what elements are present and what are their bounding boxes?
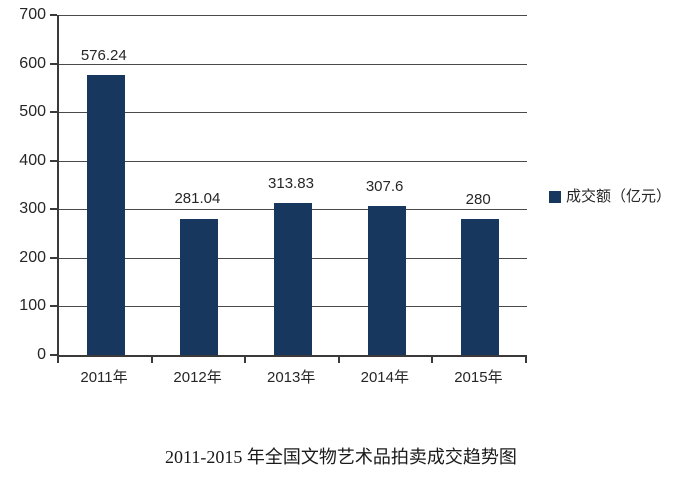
y-axis-tick bbox=[50, 62, 57, 65]
chart-title: 2011-2015 年全国文物艺术品拍卖成交趋势图 bbox=[165, 447, 517, 467]
legend: 成交额（亿元） bbox=[549, 188, 671, 206]
y-axis-tick-label: 0 bbox=[37, 346, 46, 363]
bar-value-label: 313.83 bbox=[268, 174, 314, 192]
x-axis-category-label: 2015年 bbox=[454, 369, 503, 386]
gridline bbox=[59, 160, 527, 162]
x-axis-tick bbox=[337, 357, 340, 363]
y-axis-tick-label: 500 bbox=[19, 103, 46, 121]
bar-value-label: 280 bbox=[465, 191, 491, 208]
x-axis-tick bbox=[57, 357, 59, 363]
y-axis-tick-label: 300 bbox=[19, 200, 46, 218]
bar-value-label: 576.24 bbox=[80, 47, 127, 65]
x-axis-tick bbox=[525, 357, 527, 363]
legend-label: 成交额（亿元） bbox=[566, 188, 672, 205]
y-axis-tick bbox=[50, 208, 57, 211]
y-axis-tick-label: 200 bbox=[19, 248, 46, 266]
y-axis-tick bbox=[50, 354, 57, 356]
x-axis-category-label: 2012年 bbox=[173, 369, 222, 386]
plot-area bbox=[57, 15, 527, 357]
bar bbox=[180, 218, 219, 355]
gridline bbox=[59, 63, 527, 65]
bar bbox=[274, 202, 312, 355]
x-axis-tick bbox=[431, 357, 434, 363]
y-axis-tick bbox=[50, 159, 57, 162]
bar-value-label: 281.04 bbox=[174, 190, 221, 208]
y-axis-tick-label: 700 bbox=[19, 6, 46, 23]
x-axis-category-label: 2013年 bbox=[267, 369, 316, 386]
y-axis-tick bbox=[50, 256, 57, 259]
x-axis-category-label: 2014年 bbox=[360, 369, 409, 386]
y-axis-tick-label: 600 bbox=[19, 54, 46, 72]
legend-swatch-icon bbox=[549, 191, 561, 203]
x-axis-category-label: 2011年 bbox=[80, 369, 128, 386]
y-axis-tick bbox=[50, 111, 57, 114]
y-axis-tick-label: 400 bbox=[19, 151, 46, 169]
x-axis-tick bbox=[150, 357, 153, 363]
bar bbox=[86, 75, 125, 355]
y-axis-tick bbox=[50, 305, 57, 308]
bar bbox=[367, 205, 406, 355]
y-axis-tick bbox=[50, 14, 57, 16]
bar bbox=[461, 219, 500, 355]
gridline bbox=[59, 112, 527, 114]
y-axis-tick-label: 100 bbox=[19, 297, 46, 315]
x-axis-tick bbox=[244, 357, 247, 363]
bar-value-label: 307.6 bbox=[365, 177, 404, 195]
gridline bbox=[59, 15, 527, 16]
